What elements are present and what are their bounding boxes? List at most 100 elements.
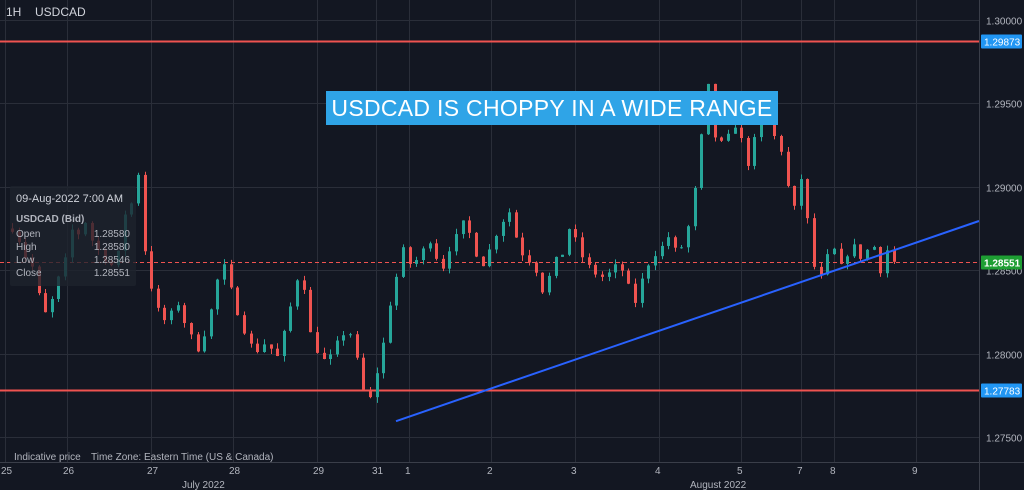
candle-body[interactable] <box>203 336 206 352</box>
candle-body[interactable] <box>574 229 577 238</box>
candle-body[interactable] <box>150 251 153 289</box>
candle-body[interactable] <box>197 334 200 352</box>
candle-body[interactable] <box>157 288 160 308</box>
candle-body[interactable] <box>342 335 345 341</box>
candle-body[interactable] <box>667 237 670 246</box>
candle-body[interactable] <box>674 237 677 248</box>
candle-body[interactable] <box>840 248 843 264</box>
candle-body[interactable] <box>879 246 882 274</box>
candle-body[interactable] <box>309 289 312 333</box>
time-axis[interactable]: 25 26 27 28 29 31 1 2 3 4 5 7 8 9 July 2022 August 2022 <box>1 466 918 490</box>
candle-body[interactable] <box>780 136 783 152</box>
candle-body[interactable] <box>654 256 657 266</box>
candle-body[interactable] <box>495 235 498 250</box>
price-axis[interactable]: 1.30000 1.29500 1.29000 1.28500 1.28000 1.275… <box>981 17 1023 445</box>
candle-body[interactable] <box>44 293 47 313</box>
candle-body[interactable] <box>488 249 491 267</box>
candle-body[interactable] <box>190 323 193 335</box>
candle-body[interactable] <box>177 305 180 311</box>
candle-body[interactable] <box>588 257 591 265</box>
candle-body[interactable] <box>283 330 286 357</box>
candle-body[interactable] <box>376 373 379 398</box>
candle-body[interactable] <box>336 340 339 355</box>
candle-body[interactable] <box>528 255 531 263</box>
candle-body[interactable] <box>641 278 644 303</box>
candle-body[interactable] <box>813 218 816 267</box>
candle-body[interactable] <box>806 179 809 219</box>
candle-body[interactable] <box>349 334 352 336</box>
candle-body[interactable] <box>409 247 412 264</box>
candle-body[interactable] <box>422 248 425 261</box>
candle-body[interactable] <box>661 245 664 257</box>
candle-body[interactable] <box>555 256 558 276</box>
candle-body[interactable] <box>680 247 683 249</box>
candle-body[interactable] <box>793 185 796 206</box>
candle-body[interactable] <box>170 310 173 321</box>
candle-body[interactable] <box>859 244 862 259</box>
candle-body[interactable] <box>734 127 737 134</box>
candle-body[interactable] <box>502 221 505 236</box>
symbol-label[interactable]: USDCAD <box>35 5 86 19</box>
candle-body[interactable] <box>236 287 239 316</box>
candle-body[interactable] <box>382 342 385 374</box>
candle-body[interactable] <box>223 264 226 280</box>
candle-body[interactable] <box>57 276 60 299</box>
candle-body[interactable] <box>369 389 372 398</box>
candle-body[interactable] <box>800 179 803 206</box>
candle-body[interactable] <box>846 256 849 264</box>
candle-body[interactable] <box>144 174 147 252</box>
candle-body[interactable] <box>833 248 836 255</box>
candle-body[interactable] <box>51 298 54 313</box>
candle-body[interactable] <box>581 237 584 258</box>
candle-body[interactable] <box>216 279 219 310</box>
candle-body[interactable] <box>820 266 823 275</box>
candle-body[interactable] <box>303 280 306 290</box>
candle-body[interactable] <box>886 250 889 274</box>
candle-body[interactable] <box>740 127 743 139</box>
candle-body[interactable] <box>296 280 299 307</box>
candle-body[interactable] <box>561 254 564 257</box>
candle-body[interactable] <box>316 332 319 353</box>
candle-body[interactable] <box>475 232 478 257</box>
candle-body[interactable] <box>263 344 266 353</box>
candle-body[interactable] <box>137 174 140 204</box>
candle-body[interactable] <box>621 264 624 271</box>
candle-body[interactable] <box>289 306 292 331</box>
candle-body[interactable] <box>256 343 259 353</box>
candle-body[interactable] <box>508 212 511 222</box>
candle-body[interactable] <box>448 251 451 269</box>
candle-body[interactable] <box>442 258 445 269</box>
candle-body[interactable] <box>455 234 458 252</box>
candle-body[interactable] <box>687 226 690 248</box>
candle-body[interactable] <box>230 264 233 288</box>
candle-body[interactable] <box>163 307 166 321</box>
candle-body[interactable] <box>853 244 856 257</box>
candle-body[interactable] <box>243 315 246 334</box>
candles[interactable] <box>11 83 896 403</box>
candle-body[interactable] <box>462 220 465 235</box>
candle-body[interactable] <box>614 264 617 273</box>
candle-body[interactable] <box>594 264 597 275</box>
candle-body[interactable] <box>270 344 273 349</box>
trendline-line[interactable] <box>395 220 980 423</box>
candle-body[interactable] <box>634 283 637 303</box>
candle-body[interactable] <box>893 250 896 262</box>
candle-body[interactable] <box>395 276 398 306</box>
candle-body[interactable] <box>753 137 756 166</box>
candle-body[interactable] <box>362 357 365 390</box>
candle-body[interactable] <box>873 246 876 250</box>
candle-body[interactable] <box>402 247 405 277</box>
interval-label[interactable]: 1H <box>6 5 21 19</box>
candle-body[interactable] <box>568 229 571 255</box>
candle-body[interactable] <box>826 254 829 275</box>
candle-body[interactable] <box>329 354 332 360</box>
candle-body[interactable] <box>468 220 471 233</box>
candle-body[interactable] <box>323 352 326 360</box>
candle-body[interactable] <box>515 212 518 238</box>
candle-body[interactable] <box>700 134 703 188</box>
candle-body[interactable] <box>608 272 611 277</box>
candle-body[interactable] <box>787 151 790 186</box>
candle-body[interactable] <box>601 274 604 277</box>
candle-body[interactable] <box>276 348 279 357</box>
